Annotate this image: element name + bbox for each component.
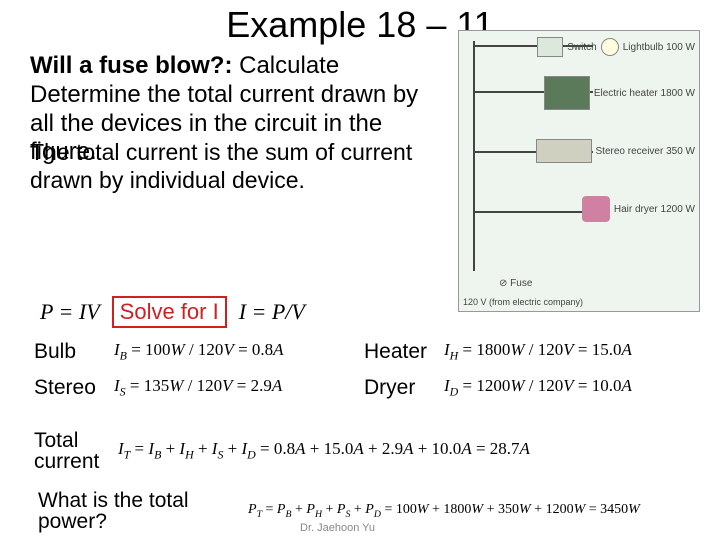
- dryer-name: Dryer: [364, 376, 444, 400]
- total-eq: IT = IB + IH + IS + ID = 0.8A + 15.0A + …: [118, 439, 530, 462]
- wire-h4: [473, 211, 593, 213]
- total-label: Total current: [34, 430, 118, 472]
- stereo-eq: IS = 135W / 120V = 2.9A: [114, 376, 364, 399]
- explain-text: The total current is the sum of current …: [30, 139, 480, 194]
- stereo-icon: [536, 139, 592, 163]
- equation-row: P = IV Solve for I I = P/V: [40, 296, 305, 328]
- circuit-diagram: Switch Lightbulb 100 W Electric heater 1…: [458, 30, 700, 312]
- dryer-label: Hair dryer 1200 W: [614, 204, 695, 215]
- switch-label: Switch: [567, 42, 596, 53]
- heater-eq: IH = 1800W / 120V = 15.0A: [444, 340, 694, 363]
- stereo-label: Stereo receiver 350 W: [596, 146, 696, 157]
- device-grid: Bulb IB = 100W / 120V = 0.8A Heater IH =…: [34, 340, 694, 412]
- footer-author: Dr. Jaehoon Yu: [300, 522, 375, 534]
- power-question: What is the total power?: [38, 490, 228, 532]
- lightbulb-icon: [601, 38, 619, 56]
- stereo-name: Stereo: [34, 376, 114, 400]
- heater-name: Heater: [364, 340, 444, 364]
- dryer-icon: [582, 196, 610, 222]
- bulb-label: Lightbulb 100 W: [623, 42, 695, 53]
- fuse-label: ⊘ Fuse: [499, 278, 532, 289]
- power-eq: PT = PB + PH + PS + PD = 100W + 1800W + …: [248, 502, 640, 520]
- eq-ipv: I = P/V: [239, 299, 305, 325]
- bulb-name: Bulb: [34, 340, 114, 364]
- heater-label: Electric heater 1800 W: [594, 88, 695, 99]
- bulb-eq: IB = 100W / 120V = 0.8A: [114, 340, 364, 363]
- source-label: 120 V (from electric company): [463, 297, 583, 307]
- wire-vertical: [473, 41, 475, 271]
- problem-bold: Will a fuse blow?:: [30, 52, 232, 79]
- solve-box: Solve for I: [112, 296, 227, 328]
- switch-icon: [537, 37, 563, 57]
- total-row: Total current IT = IB + IH + IS + ID = 0…: [34, 430, 530, 472]
- eq-piv: P = IV: [40, 299, 100, 325]
- dryer-eq: ID = 1200W / 120V = 10.0A: [444, 376, 694, 399]
- heater-icon: [544, 76, 590, 110]
